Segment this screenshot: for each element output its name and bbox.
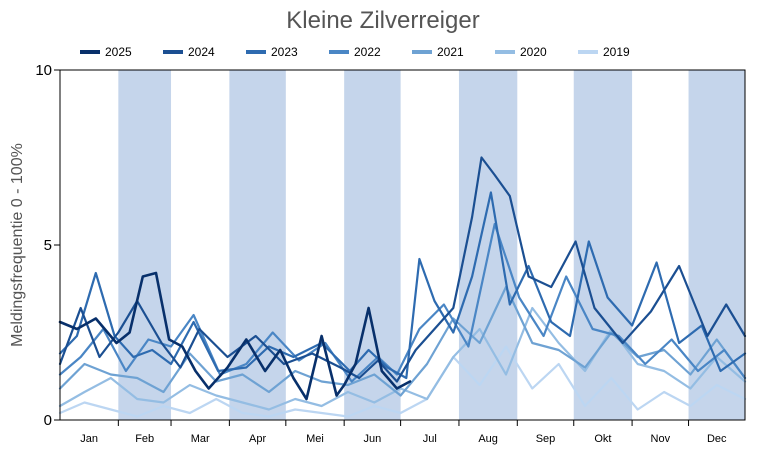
x-tick-label-nov: Nov bbox=[651, 433, 671, 445]
series-lines bbox=[58, 156, 747, 418]
legend-label-2025: 2025 bbox=[105, 45, 132, 59]
x-tick-label-jul: Jul bbox=[423, 433, 437, 445]
y-axis-label: Meldingsfrequentie 0 - 100% bbox=[9, 143, 26, 347]
y-tick-label: 5 bbox=[44, 237, 52, 254]
series-line-2023 bbox=[58, 191, 747, 380]
y-tick-label: 10 bbox=[35, 62, 52, 79]
plot-frame bbox=[59, 69, 746, 421]
legend-label-2020: 2020 bbox=[520, 45, 547, 59]
legend: 2025 2024 2023 2022 2021 2020 2019 bbox=[80, 45, 630, 59]
x-tick-label-aug: Aug bbox=[478, 433, 498, 445]
plot-frame-rect bbox=[59, 69, 746, 421]
x-tick-label-feb: Feb bbox=[135, 433, 154, 445]
x-tick-label-mar: Mar bbox=[191, 433, 210, 445]
chart-title: Kleine Zilverreiger bbox=[286, 7, 479, 34]
series-line-2020 bbox=[58, 306, 747, 411]
shade-band-aug bbox=[458, 70, 518, 420]
legend-label-2022: 2022 bbox=[354, 45, 381, 59]
month-shading bbox=[118, 70, 745, 420]
shade-band-feb bbox=[118, 70, 172, 420]
series-line-2025 bbox=[58, 271, 412, 401]
legend-label-2024: 2024 bbox=[188, 45, 215, 59]
x-tick-label-dec: Dec bbox=[707, 433, 727, 445]
shade-band-okt bbox=[573, 70, 633, 420]
legend-label-2019: 2019 bbox=[603, 45, 630, 59]
x-tick-label-mei: Mei bbox=[306, 433, 324, 445]
y-tick-label: 0 bbox=[44, 412, 52, 429]
tick-labels: 0 5 10 Jan Feb Mar Apr Mei Jun Jul Aug Sep Okt Nov Dec bbox=[35, 62, 727, 445]
series-line-2021 bbox=[58, 285, 747, 397]
x-tick-label-jan: Jan bbox=[80, 433, 98, 445]
series-line-2024 bbox=[58, 156, 747, 383]
shade-band-apr bbox=[229, 70, 286, 420]
x-tick-label-okt: Okt bbox=[594, 433, 611, 445]
series-line-2019 bbox=[58, 345, 747, 418]
axes bbox=[54, 69, 690, 426]
legend-label-2023: 2023 bbox=[271, 45, 298, 59]
x-tick-label-jun: Jun bbox=[364, 433, 382, 445]
x-tick-label-sep: Sep bbox=[536, 433, 556, 445]
legend-label-2021: 2021 bbox=[437, 45, 464, 59]
x-tick-label-apr: Apr bbox=[249, 433, 266, 445]
